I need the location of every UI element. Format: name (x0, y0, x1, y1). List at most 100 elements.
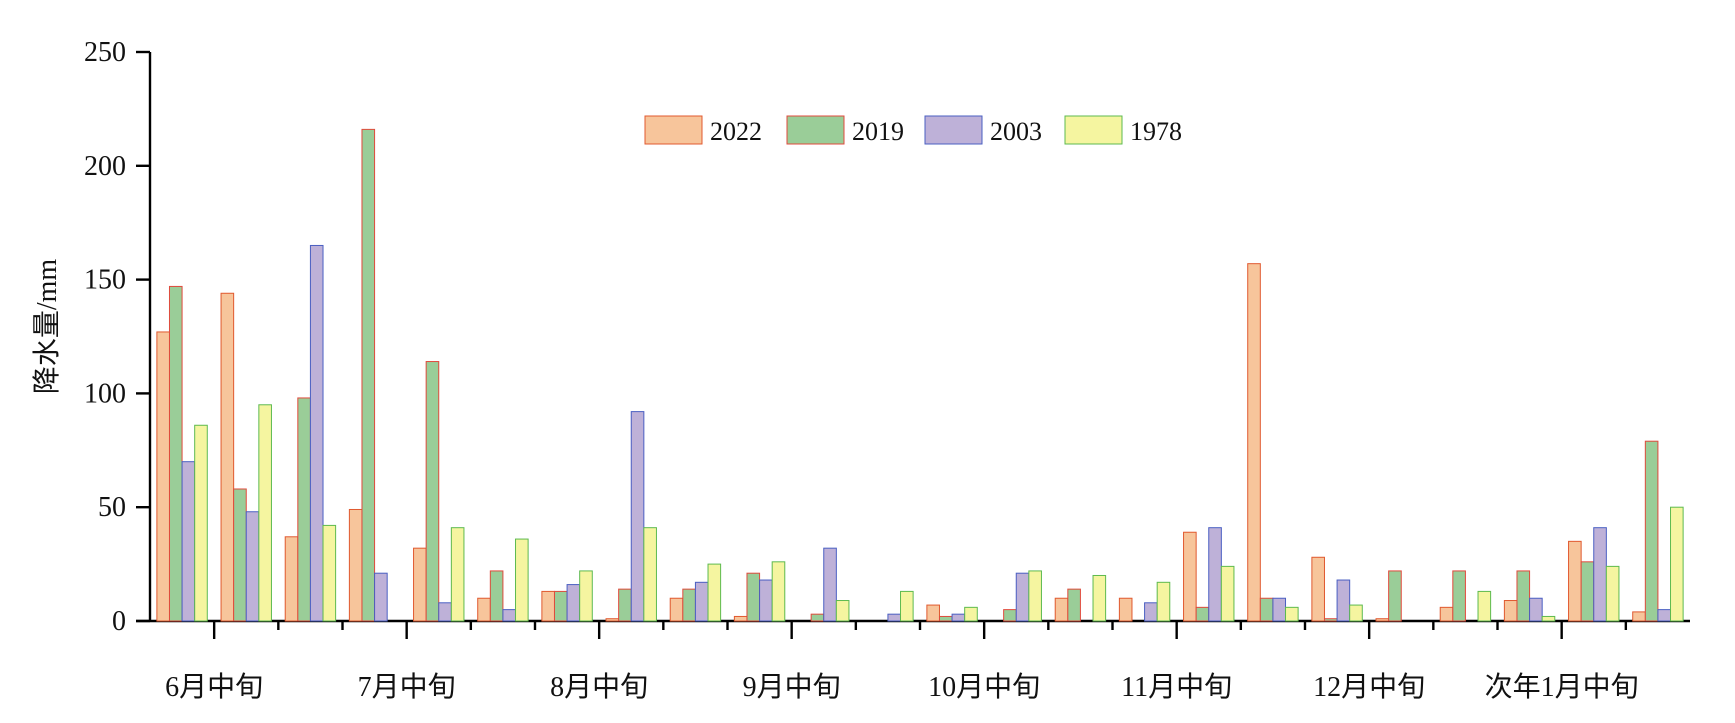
bar-1978-9 (771, 561, 786, 622)
bar-1978-23 (1670, 506, 1684, 622)
y-tick-label: 200 (84, 151, 126, 182)
legend-label-2022: 2022 (710, 117, 762, 146)
bar-1978-17 (1285, 606, 1299, 622)
bar-1978-16 (1220, 565, 1235, 622)
bar-2022-2 (284, 536, 299, 622)
bar-1978-10 (835, 600, 850, 622)
bar-2022-9 (733, 615, 748, 622)
bar-2003-15 (1144, 602, 1158, 622)
bar-2022-16 (1183, 531, 1197, 622)
bar-1978-13 (1028, 570, 1042, 622)
bar-1978-8 (707, 563, 722, 622)
bar-2019-2 (297, 397, 311, 622)
bar-2022-7 (605, 618, 620, 622)
bar-1978-21 (1541, 615, 1556, 622)
bar-2019-14 (1067, 588, 1081, 622)
bar-2003-21 (1529, 597, 1543, 622)
bar-2022-3 (348, 508, 363, 622)
bar-2019-20 (1452, 570, 1466, 622)
bar-2022-4 (413, 547, 427, 622)
bar-2019-12 (938, 615, 953, 622)
bar-2022-12 (926, 604, 940, 622)
bar-2022-8 (669, 597, 684, 622)
x-tick-label: 9月中旬 (743, 671, 841, 703)
bar-2022-19 (1375, 618, 1390, 622)
bar-2022-14 (1054, 597, 1069, 622)
bar-2019-17 (1259, 597, 1274, 622)
bar-2003-7 (630, 411, 645, 622)
bar-1978-6 (579, 570, 593, 622)
y-tick-label: 250 (84, 37, 126, 68)
bar-2022-6 (541, 590, 555, 622)
bar-1978-5 (515, 538, 529, 622)
bar-1978-12 (964, 606, 978, 622)
legend: 2022 2019 2003 1978 (644, 115, 1182, 146)
bar-2003-6 (566, 584, 581, 622)
bar-2019-16 (1195, 606, 1210, 622)
bar-2003-22 (1593, 527, 1607, 622)
y-tick-label: 0 (112, 606, 126, 637)
bar-1978-18 (1349, 604, 1363, 622)
bar-1978-1 (258, 404, 272, 622)
x-tick-label: 10月中旬 (928, 671, 1040, 703)
legend-swatch-2003 (924, 115, 983, 145)
bar-2003-12 (951, 613, 966, 622)
bar-2019-23 (1644, 440, 1659, 622)
bar-2003-16 (1208, 527, 1222, 622)
bar-2003-17 (1272, 597, 1287, 622)
bar-1978-11 (900, 590, 914, 622)
bars (156, 128, 1684, 622)
legend-label-2003: 2003 (990, 117, 1042, 146)
bar-2022-20 (1439, 606, 1454, 622)
bar-2022-15 (1118, 597, 1133, 622)
bar-2019-0 (168, 285, 183, 622)
bar-2003-3 (374, 572, 388, 622)
bar-1978-15 (1156, 581, 1171, 622)
x-tick-label: 7月中旬 (358, 671, 456, 703)
legend-label-1978: 1978 (1130, 117, 1182, 146)
legend-label-2019: 2019 (852, 117, 904, 146)
x-tick-label: 次年1月中旬 (1485, 671, 1639, 703)
bar-2003-5 (502, 609, 517, 622)
bar-2019-6 (553, 590, 568, 622)
x-tick-label: 8月中旬 (550, 671, 648, 703)
y-ticks: 0 50 100 150 200 250 (84, 37, 150, 637)
bar-1978-22 (1605, 565, 1620, 622)
bar-2022-17 (1247, 263, 1261, 622)
legend-swatch-2019 (786, 115, 845, 145)
bar-2003-4 (438, 602, 452, 622)
bar-2022-18 (1311, 556, 1325, 622)
y-axis-label: 降水量/mm (31, 259, 63, 395)
bar-2019-3 (361, 128, 376, 622)
bar-2019-8 (682, 588, 696, 622)
x-tick-label: 12月中旬 (1313, 671, 1425, 703)
bar-2003-18 (1336, 579, 1351, 622)
bar-2003-2 (309, 244, 324, 622)
bar-1978-4 (450, 527, 465, 622)
bar-2019-1 (233, 488, 247, 622)
bar-2003-10 (823, 547, 837, 622)
bar-2022-21 (1503, 600, 1518, 622)
bar-2019-5 (489, 570, 504, 622)
bar-2019-7 (618, 588, 632, 622)
bar-2003-13 (1015, 572, 1030, 622)
bar-1978-7 (643, 527, 657, 622)
bar-1978-0 (194, 424, 208, 622)
bar-2003-1 (245, 511, 260, 622)
x-tick-label: 6月中旬 (165, 671, 263, 703)
bar-1978-2 (322, 524, 337, 622)
bar-2019-13 (1003, 609, 1017, 622)
bar-2003-11 (887, 613, 902, 622)
bar-2022-1 (220, 292, 235, 622)
bar-2019-4 (425, 361, 440, 622)
bar-2003-9 (759, 579, 773, 622)
bar-2022-22 (1568, 540, 1582, 622)
bar-1978-14 (1092, 574, 1107, 622)
bar-2019-22 (1580, 561, 1595, 622)
bar-2022-0 (156, 331, 170, 622)
bar-2019-21 (1516, 570, 1531, 622)
y-tick-label: 150 (84, 265, 126, 296)
bar-2022-23 (1632, 611, 1646, 622)
bar-2019-19 (1388, 570, 1402, 622)
